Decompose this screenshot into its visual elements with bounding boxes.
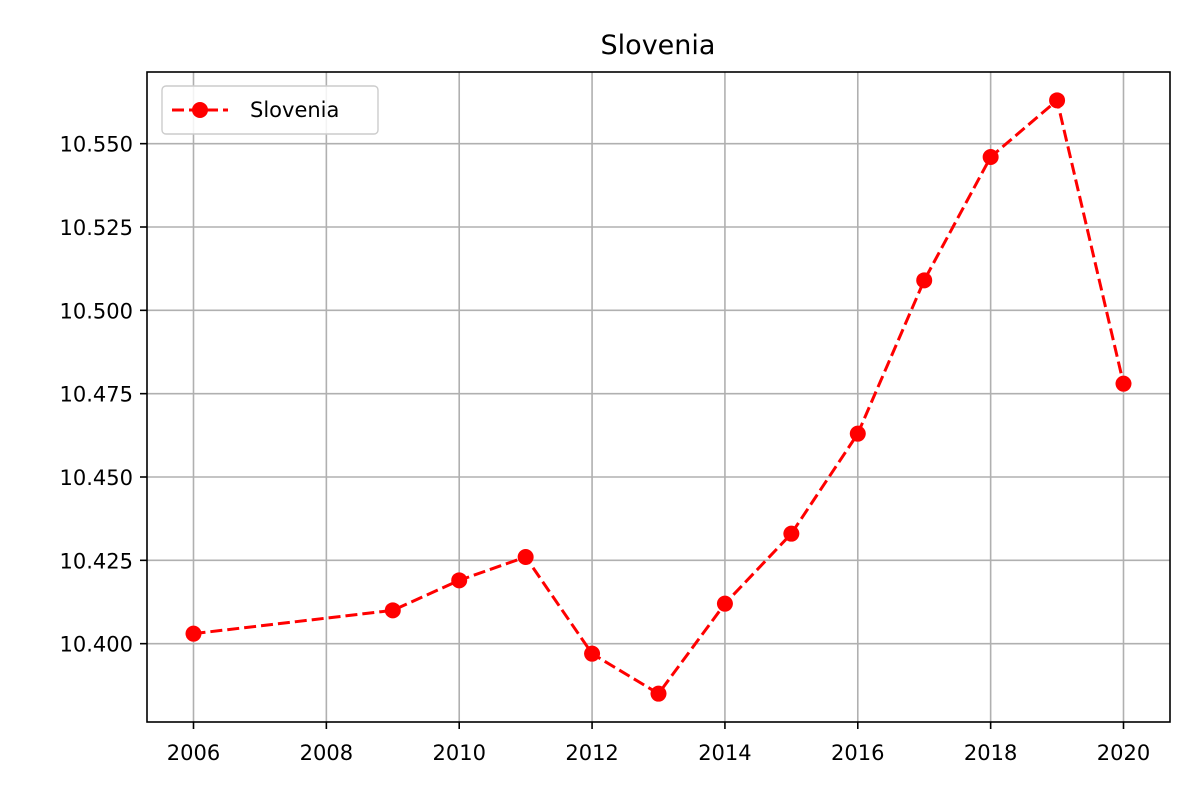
data-point (1049, 92, 1066, 109)
data-point (916, 272, 933, 289)
x-tick-label: 2020 (1097, 741, 1150, 765)
x-tick-label: 2016 (831, 741, 884, 765)
data-point (849, 425, 866, 442)
x-tick-label: 2006 (167, 741, 220, 765)
data-point (982, 149, 999, 165)
data-point (451, 572, 468, 589)
y-tick-label: 10.450 (60, 466, 133, 490)
data-point (650, 685, 667, 702)
data-point (384, 602, 401, 619)
x-tick-label: 2012 (565, 741, 618, 765)
y-tick-label: 10.425 (60, 549, 133, 573)
data-point (584, 645, 601, 662)
data-point (1115, 375, 1132, 392)
data-point (716, 595, 733, 612)
y-tick-label: 10.500 (60, 299, 133, 323)
y-tick-label: 10.400 (60, 633, 133, 657)
y-tick-label: 10.550 (60, 133, 133, 157)
x-tick-label: 2014 (698, 741, 751, 765)
y-tick-label: 10.475 (60, 383, 133, 407)
series-layer (185, 92, 1132, 702)
legend-label: Slovenia (250, 98, 339, 122)
x-tick-label: 2008 (300, 741, 353, 765)
x-tick-label: 2010 (432, 741, 485, 765)
chart-title: Slovenia (601, 30, 716, 61)
axes-frame (146, 71, 1171, 723)
data-point (783, 525, 800, 542)
data-point (517, 549, 534, 565)
grid (147, 72, 1170, 722)
legend-box (161, 85, 379, 135)
x-tick-label: 2018 (964, 741, 1017, 765)
y-tick-label: 10.525 (60, 216, 133, 240)
legend: Slovenia (161, 85, 379, 135)
legend-marker (192, 102, 208, 118)
ticks: 2006 2008 2010 2012 2014 2016 2018 2020 10.400 10… (60, 133, 1151, 765)
data-point (185, 625, 202, 642)
